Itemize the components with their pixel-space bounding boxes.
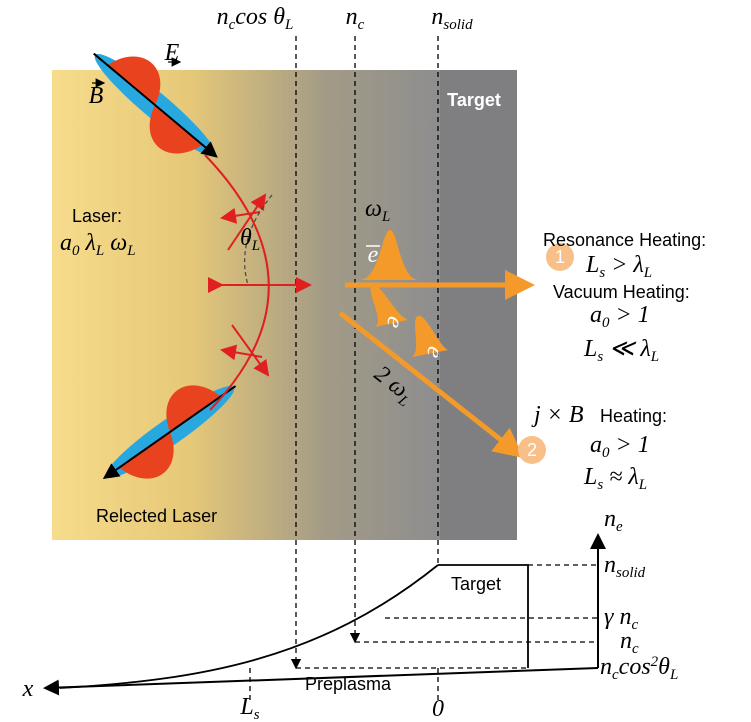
field-e: E xyxy=(164,40,180,66)
text-part: θ xyxy=(658,654,670,680)
text-part: ω xyxy=(104,230,127,256)
subscript: solid xyxy=(443,17,473,33)
resonance-cond: Ls > λL xyxy=(585,252,652,281)
text-part: n xyxy=(600,654,612,680)
subscript: L xyxy=(643,265,652,281)
subscript: c xyxy=(358,17,365,33)
vacuum-cond-1: a0 > 1 xyxy=(590,302,650,331)
text-part: ≪ λ xyxy=(603,336,651,362)
text-part: a xyxy=(60,230,72,256)
text-part: > 1 xyxy=(610,302,650,328)
text-part: Target xyxy=(451,574,501,594)
text-part: L xyxy=(583,336,597,362)
text-part: Preplasma xyxy=(305,674,392,694)
subscript: L xyxy=(126,243,135,259)
subscript: L xyxy=(95,243,104,259)
text-part: B xyxy=(89,83,104,109)
subscript: L xyxy=(669,667,678,683)
text-part: n xyxy=(217,4,229,30)
jxb-cond-1: a0 > 1 xyxy=(590,432,650,461)
text-part: n xyxy=(604,506,616,532)
jxb-cond-2: Ls ≈ λL xyxy=(583,464,647,493)
axis-zero: 0 xyxy=(432,696,444,722)
text-part: 1 xyxy=(555,247,565,267)
laser: Laser: xyxy=(72,206,122,226)
field-b: B xyxy=(89,83,104,109)
top-nc-cos: nccos θL xyxy=(217,4,294,33)
text-part: Heating: xyxy=(600,406,667,426)
text-part: ≈ λ xyxy=(603,464,639,490)
axis-ls: Ls xyxy=(239,694,259,722)
text-part: θ xyxy=(240,225,252,251)
text-part: E xyxy=(164,40,180,66)
text-part: cos θ xyxy=(235,4,285,30)
axis-ne: ne xyxy=(604,506,623,535)
subscript: L xyxy=(650,349,659,365)
text-part: a xyxy=(590,432,602,458)
jxb: Heating: xyxy=(600,406,667,426)
text-part: n xyxy=(604,552,616,578)
marker-1: 1 xyxy=(555,247,565,267)
subscript: c xyxy=(631,617,638,633)
electron-1: e xyxy=(368,242,379,268)
target-top: Target xyxy=(447,90,501,110)
text-part: Relected Laser xyxy=(96,506,217,526)
text-part: γ n xyxy=(604,604,631,630)
text-part: Vacuum Heating: xyxy=(553,282,690,302)
text-part: > λ xyxy=(605,252,644,278)
marker-2: 2 xyxy=(527,440,537,460)
top-nc: nc xyxy=(346,4,365,33)
text-part: λ xyxy=(80,230,96,256)
subscript: e xyxy=(616,519,623,535)
target-region xyxy=(440,70,517,540)
top-nsolid: nsolid xyxy=(431,4,473,33)
text-part: n xyxy=(431,4,443,30)
text-part: > 1 xyxy=(610,432,650,458)
reflected: Relected Laser xyxy=(96,506,217,526)
subscript: L xyxy=(638,477,647,493)
vacuum: Vacuum Heating: xyxy=(553,282,690,302)
level-nc-cos2: nccos2θL xyxy=(600,654,678,683)
text-part: n xyxy=(346,4,358,30)
text-part: a xyxy=(590,302,602,328)
subscript: s xyxy=(254,707,260,722)
text-part: L xyxy=(583,464,597,490)
figure: nccos θLncnsolidTargetEBLaser:a0 λL ωLθL… xyxy=(0,0,751,722)
subscript: L xyxy=(381,209,390,225)
text-part: L xyxy=(585,252,599,278)
text-part: Laser: xyxy=(72,206,122,226)
target-bottom: Target xyxy=(451,574,501,594)
text-part: x xyxy=(22,676,34,702)
jxb-symbol: j × B xyxy=(531,402,584,428)
subscript: solid xyxy=(616,565,646,581)
text-part: cos xyxy=(619,654,651,680)
text-part: ω xyxy=(365,196,382,222)
text-part: L xyxy=(239,694,253,720)
text-part: 2 xyxy=(527,440,537,460)
vacuum-cond-2: Ls ≪ λL xyxy=(583,336,659,365)
preplasma: Preplasma xyxy=(305,674,392,694)
text-part: Target xyxy=(447,90,501,110)
text-part: e xyxy=(368,242,379,268)
axis-x: x xyxy=(22,676,34,702)
subscript: L xyxy=(251,238,260,254)
text-part: n xyxy=(620,628,632,654)
subscript: L xyxy=(284,17,293,33)
text-part: Resonance Heating: xyxy=(543,230,706,250)
text-part: 0 xyxy=(432,696,444,722)
text-part: j × B xyxy=(531,402,584,428)
level-nsolid: nsolid xyxy=(604,552,646,581)
resonance: Resonance Heating: xyxy=(543,230,706,250)
